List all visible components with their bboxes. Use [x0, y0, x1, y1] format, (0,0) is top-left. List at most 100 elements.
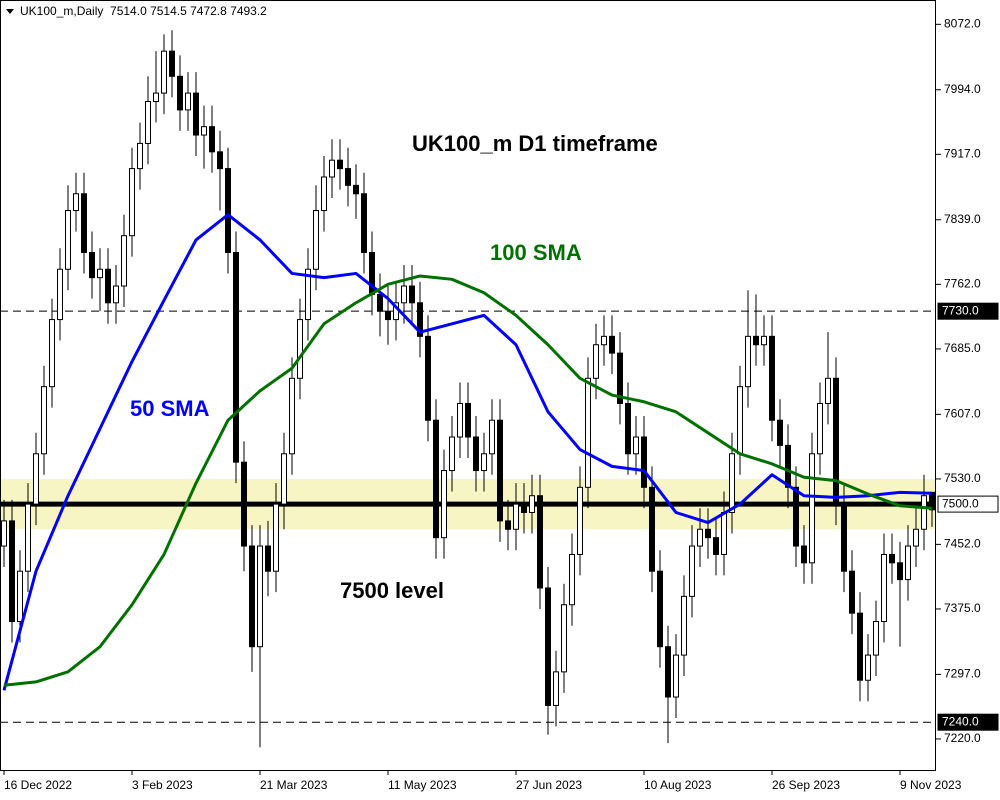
candle-body [865, 654, 871, 681]
candle-body [633, 436, 639, 455]
candle-body [833, 377, 839, 505]
candle-body [241, 461, 247, 547]
candle-body [609, 335, 615, 354]
candle-body [505, 520, 511, 530]
candle-body [457, 402, 463, 438]
y-tick-label: 7839.0 [944, 212, 981, 226]
candle-body [449, 436, 455, 472]
candle-body [425, 335, 431, 421]
y-tick-label: 7452.0 [944, 537, 981, 551]
candle-body [577, 486, 583, 555]
candle-body [113, 285, 119, 304]
candle-body [817, 402, 823, 455]
candle-body [561, 604, 567, 673]
candle-body [481, 453, 487, 472]
candle-body [849, 570, 855, 614]
candle-body [121, 235, 127, 287]
candle-body [329, 159, 335, 178]
candle-body [153, 92, 159, 102]
candle-body [825, 377, 831, 404]
candle-body [433, 419, 439, 539]
candle-body [641, 436, 647, 488]
candle-body [41, 386, 47, 455]
menu-arrow[interactable] [6, 9, 14, 14]
candle-body [81, 193, 87, 253]
x-tick-label: 11 May 2023 [388, 778, 457, 792]
sma-line [2, 213, 933, 691]
candle-body [377, 293, 383, 312]
candle-body [881, 553, 887, 623]
candle-body [73, 193, 79, 212]
candle-body [233, 251, 239, 463]
candle-body [249, 545, 255, 648]
y-tick-label: 7762.0 [944, 277, 981, 291]
candle-body [569, 553, 575, 606]
candle-body [65, 210, 71, 270]
candle-body [545, 587, 551, 706]
candle-body [713, 537, 719, 555]
candle-body [697, 528, 703, 547]
y-tick-label: 7917.0 [944, 147, 981, 161]
candle-body [265, 545, 271, 572]
level-label: 7500.0 [942, 496, 979, 510]
candle-body [465, 402, 471, 438]
candle-body [57, 268, 63, 321]
candle-body [857, 612, 863, 681]
candle-body [313, 210, 319, 270]
candle-body [673, 654, 679, 698]
candle-body [473, 436, 479, 472]
candle-body [657, 570, 663, 648]
x-tick-label: 9 Nov 2023 [900, 778, 962, 792]
sma-line [3, 274, 933, 687]
level-label-box [937, 302, 999, 320]
chart-header: UK100_m,Daily 7514.0 7514.5 7472.8 7493.… [20, 4, 267, 18]
candle-body [601, 335, 607, 346]
candle-body [921, 495, 927, 530]
candle-body [537, 495, 543, 589]
candle-body [401, 285, 407, 304]
candle-body [409, 285, 415, 304]
candle-body [225, 168, 231, 253]
axes-layer: 8072.0 7994.0 7917.0 7839.0 7762.0 7685.0 7607… [3, 16, 999, 792]
candle-body [353, 184, 359, 195]
candle-body [33, 453, 39, 505]
y-tick-label: 7375.0 [944, 601, 981, 615]
x-tick-label: 21 Mar 2023 [260, 778, 328, 792]
y-tick-label: 7994.0 [944, 82, 981, 96]
x-tick-label: 27 Jun 2023 [516, 778, 582, 792]
candle-body [385, 310, 391, 321]
candle-body [593, 344, 599, 379]
x-tick-label: 26 Sep 2023 [772, 778, 840, 792]
candle-body [337, 159, 343, 170]
sma-label: 50 SMA [130, 396, 210, 421]
candle-body [105, 268, 111, 304]
candle-body [281, 453, 287, 505]
candle-body [97, 268, 103, 279]
y-tick-label: 7530.0 [944, 471, 981, 485]
candle-body [17, 570, 23, 623]
candle-body [793, 486, 799, 547]
level-label-box [937, 713, 999, 731]
x-tick-label: 16 Dec 2022 [4, 778, 72, 792]
candle-body [297, 319, 303, 379]
y-tick-label: 7220.0 [944, 731, 981, 745]
candle-body [785, 444, 791, 488]
candle-body [417, 302, 423, 337]
x-tick-label: 3 Feb 2023 [132, 778, 193, 792]
candle-body [529, 495, 535, 513]
levels-layer [0, 310, 936, 723]
y-tick-label: 7685.0 [944, 341, 981, 355]
sma-label: 100 SMA [490, 240, 582, 265]
level-label: 7240.0 [942, 714, 979, 728]
candle-body [521, 503, 527, 513]
y-tick-label: 7607.0 [944, 407, 981, 421]
candle-body [745, 335, 751, 388]
candle-body [649, 486, 655, 572]
candle-body [169, 50, 175, 77]
candle-body [625, 402, 631, 455]
candle-body [289, 377, 295, 455]
candle-body [777, 419, 783, 446]
plot-frame [0, 0, 936, 771]
